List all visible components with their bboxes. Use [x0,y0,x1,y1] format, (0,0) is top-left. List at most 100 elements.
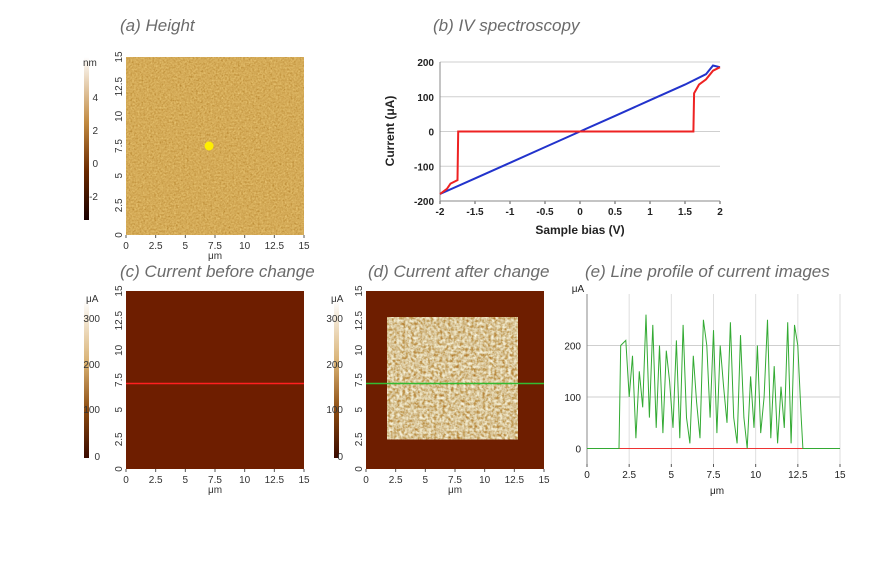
panel-d-colorbar-tick: 200 [326,360,343,371]
x-tick-label: 0 [577,207,583,218]
panel-a-colorbar-tick: 4 [92,93,98,104]
x-tick-label: 1 [647,207,653,218]
panel-d-title: (d) Current after change [368,262,550,281]
y-tick-label: 7.5 [114,373,125,387]
y-tick-label: 12.5 [114,310,125,330]
x-tick-label: 15 [834,470,846,481]
y-tick-label: 15 [114,51,125,63]
x-tick-label: 2.5 [149,241,163,252]
panel-b-title: (b) IV spectroscopy [433,16,580,35]
y-tick-label: 2.5 [114,198,125,212]
panel-a-colorbar-tick: -2 [89,192,98,203]
x-tick-label: 2 [717,207,723,218]
y-tick-label: 2.5 [114,432,125,446]
x-tick-label: 5 [183,475,189,486]
y-tick-label: -100 [414,162,434,173]
series-line-1 [439,66,721,195]
x-tick-label: 7.5 [707,470,721,481]
y-tick-label: 12.5 [354,310,365,330]
x-tick-label: 0.5 [608,207,622,218]
y-tick-label: 200 [417,58,434,69]
panel-d-colorbar-tick: 300 [326,314,343,325]
panel-a-colorbar-unit: nm [83,58,97,69]
x-tick-label: 15 [298,241,310,252]
y-tick-label: 0 [114,232,125,238]
x-tick-label: 0 [123,241,129,252]
x-tick-label: -1 [506,207,515,218]
x-tick-label: 12.5 [788,470,808,481]
panel-b: 200 100 0 -100 -200-2 -1.5 -1 -0.5 0 0.5 1 1.5 2 Samp… [383,58,723,237]
panel-e: 200 100 0 0 2.5 5 7.5 10 12.5 15 μm μA [564,284,846,497]
x-tick-label: 12.5 [505,475,525,486]
panel-c-colorbar-tick: 100 [83,405,100,416]
x-tick-label: 7.5 [448,475,462,486]
panel-c-title: (c) Current before change [120,262,315,281]
x-tick-label: 2.5 [149,475,163,486]
x-tick-label: 10 [479,475,491,486]
panel-d-written-region [387,317,518,440]
x-tick-label: 7.5 [208,241,222,252]
x-tick-label: 0 [584,470,590,481]
x-tick-label: 5 [669,470,675,481]
x-tick-label: 2.5 [622,470,636,481]
series-line-1 [587,314,840,449]
y-tick-label: 2.5 [354,432,365,446]
y-tick-label: 15 [354,285,365,297]
panel-e-title: (e) Line profile of current images [585,262,830,281]
y-tick-label: 5 [354,406,365,412]
y-tick-label: 10 [354,344,365,356]
x-axis-label: μm [208,485,222,496]
panel-c-colorbar-tick: 0 [94,452,100,463]
panel-c-colorbar [84,300,89,458]
x-axis-label: μm [208,251,222,262]
panel-d-colorbar-unit: μA [331,294,344,305]
panel-c-colorbar-unit: μA [86,294,99,305]
y-axis-label: Current (μA) [383,96,397,167]
x-axis-label: μm [448,485,462,496]
y-tick-label: 5 [114,172,125,178]
y-tick-label: 5 [114,406,125,412]
panel-a: nm 4 2 0 -2 0 2.5 5 7.5 10 12.5 15 15 12.5 10 7.5 5… [83,51,310,262]
panel-a-title: (a) Height [120,16,195,35]
x-tick-label: 1.5 [678,207,692,218]
x-tick-label: -0.5 [536,207,554,218]
y-tick-label: -200 [414,197,434,208]
x-tick-label: 5 [183,241,189,252]
y-tick-label: 0 [354,466,365,472]
panel-a-measurement-marker [204,141,214,151]
x-axis-label: μm [710,486,724,497]
y-tick-label: 10 [114,344,125,356]
y-tick-label: 0 [114,466,125,472]
x-axis-label: Sample bias (V) [535,223,624,237]
x-tick-label: 0 [363,475,369,486]
series-line-0 [439,64,721,195]
x-tick-label: -2 [436,207,445,218]
panel-c-current-image [126,291,304,469]
x-tick-label: 12.5 [265,475,285,486]
y-tick-label: 100 [417,93,434,104]
x-tick-label: 2.5 [389,475,403,486]
x-tick-label: 12.5 [265,241,285,252]
y-tick-label: 0 [575,445,581,456]
y-tick-label: 7.5 [114,139,125,153]
panel-d-colorbar-tick: 0 [337,452,343,463]
y-tick-label: 200 [564,342,581,353]
x-tick-label: 15 [298,475,310,486]
y-tick-label: 0 [428,128,434,139]
y-tick-label: 15 [114,285,125,297]
panel-c-colorbar-tick: 200 [83,360,100,371]
y-tick-label: 12.5 [114,76,125,96]
panel-d-colorbar [334,300,339,458]
panel-c: μA 300 200 100 0 0 2.5 5 7.5 10 12.5 151512.51… [83,285,310,496]
panel-d: μA 300 200 100 0 0 2.5 5 7.5 10 12.5 151512.51… [326,285,550,496]
y-tick-label: 100 [564,393,581,404]
x-tick-label: 10 [239,475,251,486]
x-tick-label: 0 [123,475,129,486]
panel-c-colorbar-tick: 300 [83,314,100,325]
panel-a-colorbar-tick: 0 [92,159,98,170]
y-tick-label: 10 [114,110,125,122]
panel-a-height-image [126,57,304,235]
panel-d-colorbar-tick: 100 [326,405,343,416]
panel-a-colorbar-tick: 2 [92,126,98,137]
